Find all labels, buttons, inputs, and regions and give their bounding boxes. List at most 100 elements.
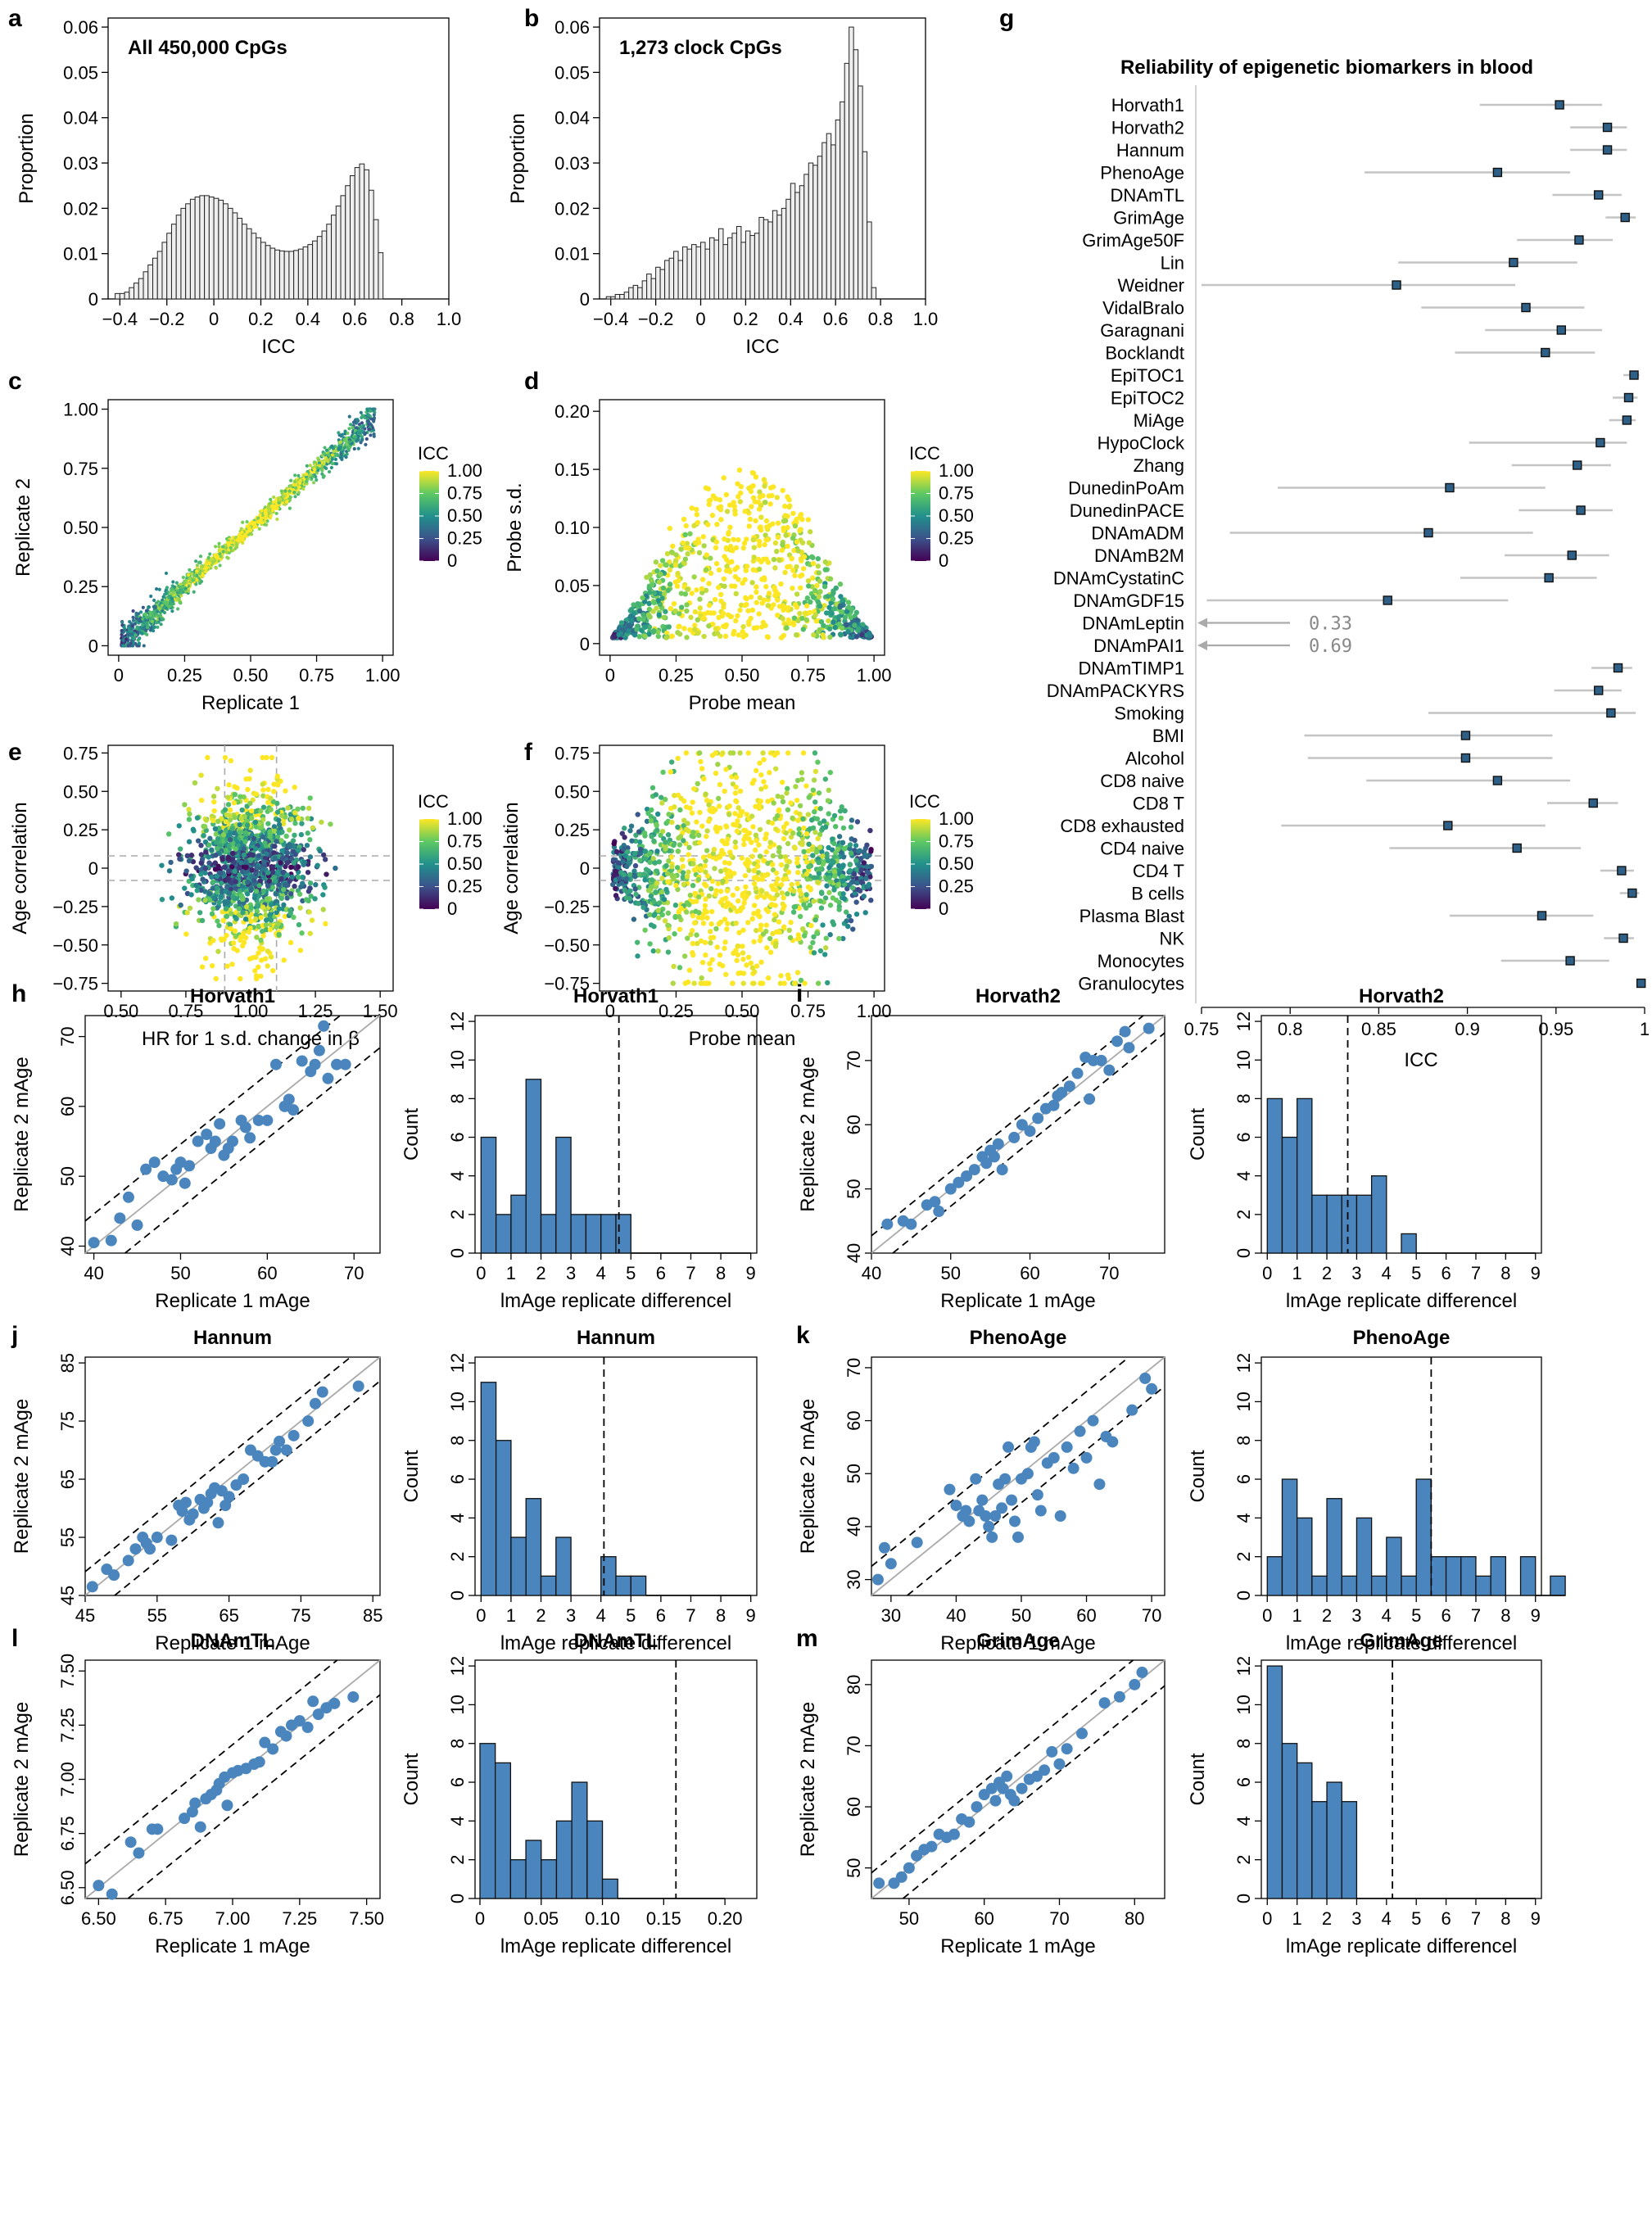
histogram-bar — [288, 251, 295, 300]
data-point — [171, 580, 175, 584]
data-point — [853, 634, 860, 640]
data-point — [195, 569, 199, 573]
data-point — [781, 895, 786, 901]
data-point — [224, 963, 230, 969]
data-point — [700, 854, 707, 860]
data-point — [166, 868, 173, 874]
data-point — [279, 489, 283, 493]
histogram-bar — [655, 266, 661, 300]
data-point — [806, 540, 812, 545]
x-axis-label: Probe mean — [689, 692, 796, 714]
histogram-bar — [682, 246, 688, 300]
data-point — [801, 849, 807, 855]
data-point — [631, 916, 637, 922]
data-point — [165, 586, 170, 590]
data-point — [265, 948, 271, 954]
data-point — [329, 465, 333, 470]
data-point — [372, 416, 377, 420]
data-point — [320, 468, 324, 473]
data-point — [721, 601, 726, 607]
data-point — [726, 612, 731, 618]
data-point — [746, 523, 752, 529]
data-point — [192, 573, 197, 577]
data-point — [644, 574, 649, 581]
data-point — [214, 545, 218, 549]
data-point — [647, 590, 653, 595]
panel-letter-f: f — [524, 739, 533, 766]
data-point — [164, 591, 168, 596]
data-point — [735, 577, 741, 582]
y-tick-label: 0.50 — [63, 781, 98, 802]
histogram-bar — [326, 224, 333, 300]
data-point — [676, 623, 681, 630]
data-point — [241, 845, 247, 852]
data-point — [743, 884, 749, 890]
data-point — [371, 428, 376, 432]
histogram-bar — [726, 237, 733, 300]
data-point — [810, 594, 817, 600]
data-point — [743, 568, 749, 573]
data-point — [776, 557, 782, 563]
data-point — [704, 848, 710, 853]
data-point — [190, 826, 197, 832]
data-point — [283, 788, 288, 794]
data-point — [794, 539, 800, 545]
data-point — [814, 582, 820, 589]
data-point — [213, 559, 217, 563]
data-point — [742, 872, 749, 879]
histogram-bar — [673, 251, 679, 300]
x-tick-label: 1.25 — [298, 1001, 333, 1021]
data-point — [742, 509, 748, 514]
data-point — [211, 808, 217, 814]
data-point — [838, 815, 844, 821]
data-point — [201, 832, 206, 839]
data-point — [252, 819, 259, 826]
data-point — [372, 432, 376, 437]
data-point — [235, 538, 239, 542]
data-point — [798, 585, 803, 591]
data-point — [761, 477, 767, 482]
data-point — [229, 826, 235, 831]
data-point — [699, 915, 705, 921]
data-point — [695, 781, 700, 787]
data-point — [757, 938, 763, 944]
data-point — [229, 911, 234, 916]
data-point — [714, 631, 721, 636]
data-point — [687, 892, 694, 898]
data-point — [216, 922, 222, 929]
data-point — [248, 885, 254, 892]
data-point — [737, 750, 743, 756]
data-point — [733, 545, 740, 550]
data-point — [647, 859, 653, 866]
data-point — [806, 794, 812, 800]
histogram-bar — [115, 292, 120, 300]
data-point — [735, 898, 741, 904]
data-point — [181, 590, 185, 595]
data-point — [353, 419, 357, 423]
data-point — [699, 766, 705, 772]
data-point — [752, 847, 758, 853]
data-point — [794, 591, 800, 597]
data-point — [359, 410, 363, 414]
y-tick-label: 0.05 — [554, 576, 590, 596]
data-point — [264, 516, 268, 520]
data-point — [283, 489, 287, 493]
data-point — [125, 632, 129, 636]
data-point — [320, 907, 326, 912]
data-point — [716, 585, 722, 591]
data-point — [724, 509, 731, 514]
data-point — [777, 853, 783, 860]
data-point — [144, 609, 149, 613]
data-point — [202, 866, 209, 871]
data-point — [292, 852, 298, 858]
data-point — [360, 421, 364, 425]
data-point — [797, 610, 803, 617]
data-point — [697, 809, 703, 816]
data-point — [169, 895, 175, 901]
data-point — [236, 906, 242, 912]
data-point — [330, 453, 335, 457]
data-point — [287, 506, 292, 510]
data-point — [248, 918, 254, 925]
data-point — [209, 962, 215, 969]
x-tick-label: 0 — [695, 309, 705, 329]
